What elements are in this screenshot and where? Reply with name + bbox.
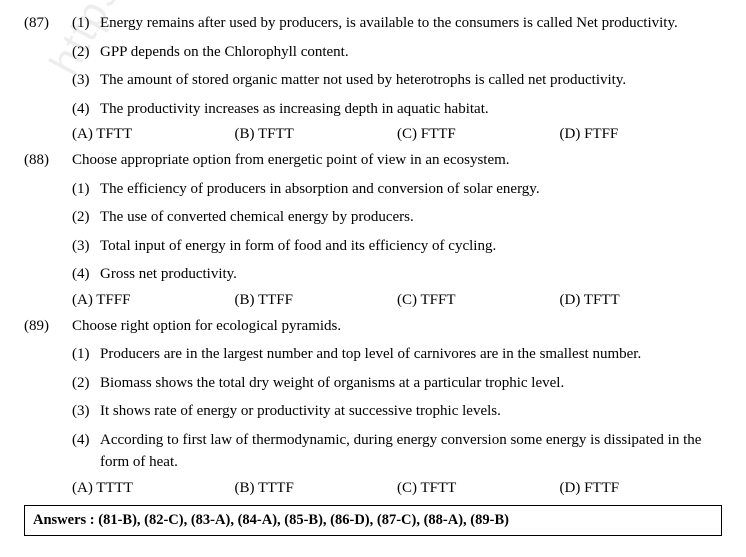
- question-stem: Choose right option for ecological pyram…: [72, 315, 722, 338]
- option-d: (D) FTTF: [560, 480, 723, 497]
- statement-text: According to first law of thermodynamic,…: [100, 429, 722, 474]
- statement-number: (3): [72, 400, 100, 423]
- statement-text: Producers are in the largest number and …: [100, 343, 722, 366]
- statement-number: (3): [72, 69, 100, 92]
- statement-text: The amount of stored organic matter not …: [100, 69, 722, 92]
- option-b: (B) TTTF: [235, 480, 398, 497]
- statement-text: It shows rate of energy or productivity …: [100, 400, 722, 423]
- statement-number: (3): [72, 235, 100, 258]
- answers-box: Answers : (81-B), (82-C), (83-A), (84-A)…: [24, 505, 722, 536]
- option-c: (C) FTTF: [397, 126, 560, 143]
- option-b: (B) TTFF: [235, 292, 398, 309]
- statement-text: The productivity increases as increasing…: [100, 98, 722, 121]
- options-row: (A) TFTT (B) TFTT (C) FTTF (D) FTFF: [72, 126, 722, 143]
- statement-text: Total input of energy in form of food an…: [100, 235, 722, 258]
- statement-number: (1): [72, 178, 100, 201]
- option-c: (C) TFFT: [397, 292, 560, 309]
- statement-text: The use of converted chemical energy by …: [100, 206, 722, 229]
- statement-number: (4): [72, 263, 100, 286]
- content-root: (87) (1) Energy remains after used by pr…: [24, 12, 722, 536]
- statement-number: (2): [72, 206, 100, 229]
- statement-number: (2): [72, 41, 100, 64]
- option-a: (A) TFTT: [72, 126, 235, 143]
- statement-text: GPP depends on the Chlorophyll content.: [100, 41, 722, 64]
- question-88: (88) Choose appropriate option from ener…: [24, 149, 722, 309]
- statement-number: (4): [72, 98, 100, 121]
- question-number: (88): [24, 149, 72, 172]
- statement-number: (2): [72, 372, 100, 395]
- option-a: (A) TFFF: [72, 292, 235, 309]
- options-row: (A) TFFF (B) TTFF (C) TFFT (D) TFTT: [72, 292, 722, 309]
- option-b: (B) TFTT: [235, 126, 398, 143]
- statement-number: (1): [72, 12, 100, 35]
- question-number: (89): [24, 315, 72, 338]
- option-a: (A) TTTT: [72, 480, 235, 497]
- question-89: (89) Choose right option for ecological …: [24, 315, 722, 497]
- statement-number: (4): [72, 429, 100, 452]
- option-c: (C) TFTT: [397, 480, 560, 497]
- statement-text: The efficiency of producers in absorptio…: [100, 178, 722, 201]
- question-stem: Choose appropriate option from energetic…: [72, 149, 722, 172]
- statement-text: Energy remains after used by producers, …: [100, 12, 722, 35]
- option-d: (D) TFTT: [560, 292, 723, 309]
- statement-number: (1): [72, 343, 100, 366]
- option-d: (D) FTFF: [560, 126, 723, 143]
- options-row: (A) TTTT (B) TTTF (C) TFTT (D) FTTF: [72, 480, 722, 497]
- statement-text: Gross net productivity.: [100, 263, 722, 286]
- statement-text: Biomass shows the total dry weight of or…: [100, 372, 722, 395]
- question-number: (87): [24, 12, 72, 35]
- question-87: (87) (1) Energy remains after used by pr…: [24, 12, 722, 143]
